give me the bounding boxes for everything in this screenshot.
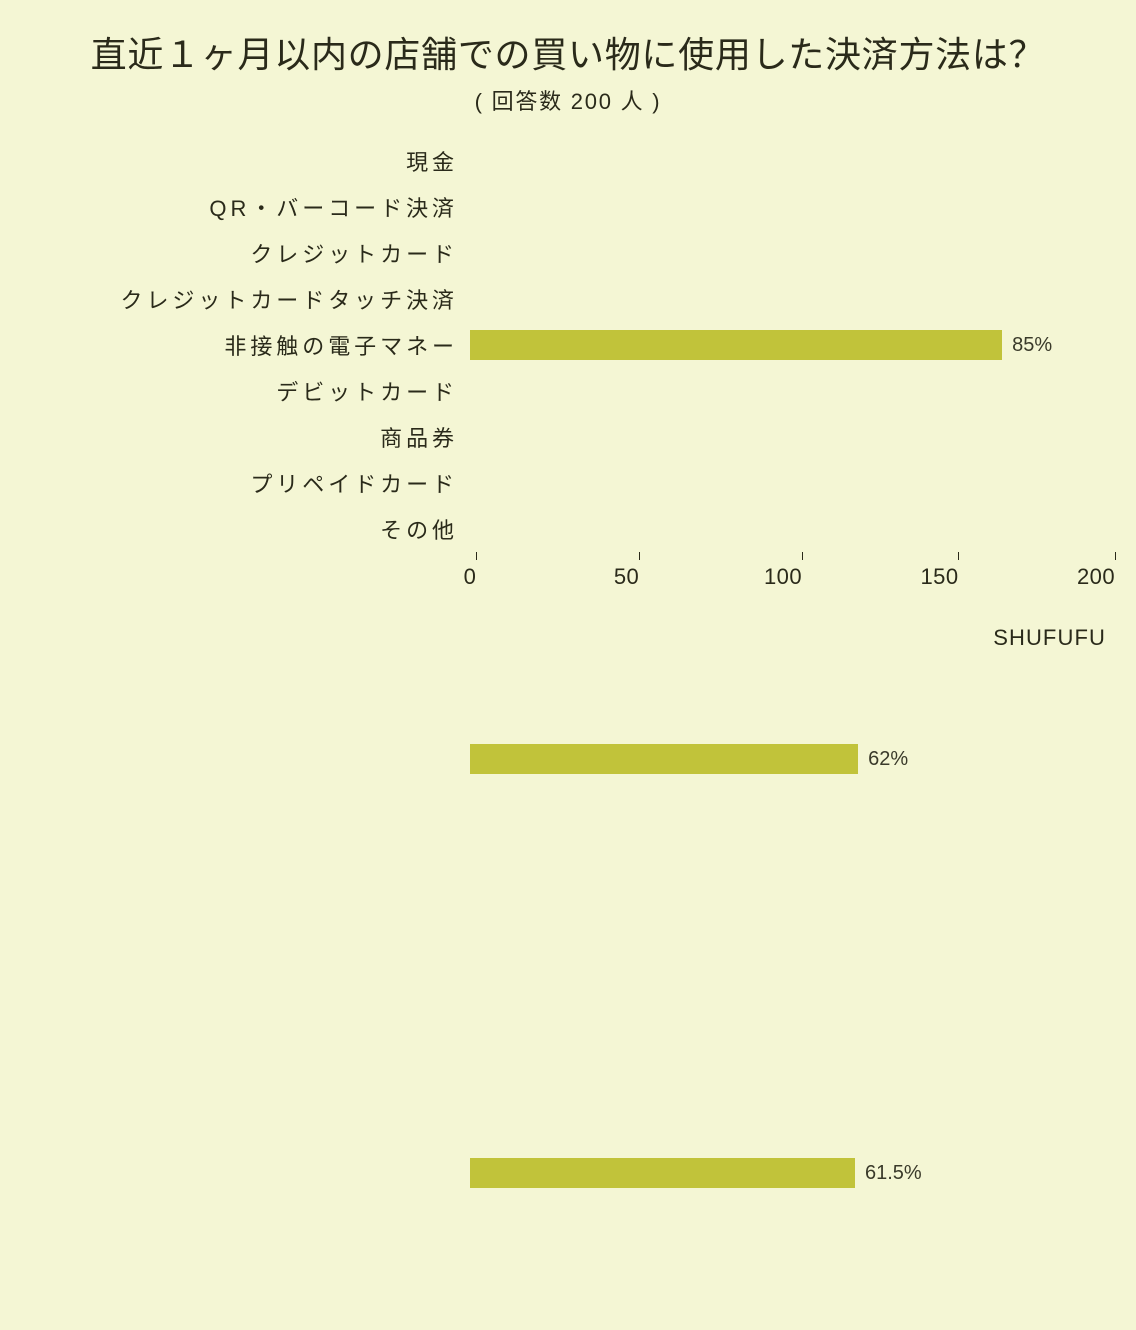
bar	[470, 744, 858, 774]
category-label: クレジットカードタッチ決済	[40, 283, 470, 315]
x-tick-mark	[802, 552, 803, 560]
plot-area: 現金 QR・バーコード決済クレジットカードクレジットカードタッチ決済非接触の電子マ…	[40, 138, 1096, 552]
category-label: クレジットカード	[40, 237, 470, 269]
chart-subtitle: ( 回答数 200 人 )	[40, 84, 1096, 116]
x-tick-label: 100	[764, 564, 802, 590]
bar-value-label: 61.5%	[865, 1162, 922, 1185]
y-axis-labels: 現金 QR・バーコード決済クレジットカードクレジットカードタッチ決済非接触の電子マ…	[40, 138, 470, 552]
bars-area: 85%62%61.5%18%13%8%5.5%5%1%	[470, 138, 1096, 552]
chart-container: 直近１ヶ月以内の店舗での買い物に使用した決済方法は？ ( 回答数 200 人 )…	[0, 0, 1136, 602]
category-label: デビットカード	[40, 375, 470, 407]
category-label: その他	[40, 513, 470, 545]
bar	[470, 1158, 855, 1188]
category-label: 非接触の電子マネー	[40, 329, 470, 361]
bar	[470, 330, 1002, 360]
x-tick-mark	[958, 552, 959, 560]
x-tick-label: 50	[614, 564, 639, 590]
category-label: プリペイドカード	[40, 467, 470, 499]
x-tick-label: 0	[464, 564, 477, 590]
x-tick-mark	[476, 552, 477, 560]
x-tick-label: 150	[920, 564, 958, 590]
x-tick-label: 200	[1077, 564, 1115, 590]
x-axis-ticks: 050100150200	[470, 552, 1096, 602]
x-axis: 050100150200	[470, 552, 1096, 602]
category-label: 商品券	[40, 421, 470, 453]
category-label: QR・バーコード決済	[40, 191, 470, 223]
bar-value-label: 62%	[868, 748, 908, 771]
chart-title: 直近１ヶ月以内の店舗での買い物に使用した決済方法は？	[40, 26, 1096, 78]
bar-value-label: 85%	[1012, 334, 1052, 357]
x-tick-mark	[1115, 552, 1116, 560]
brand-label: SHUFUFU	[993, 625, 1106, 651]
x-tick-mark	[639, 552, 640, 560]
category-label: 現金	[40, 145, 470, 177]
